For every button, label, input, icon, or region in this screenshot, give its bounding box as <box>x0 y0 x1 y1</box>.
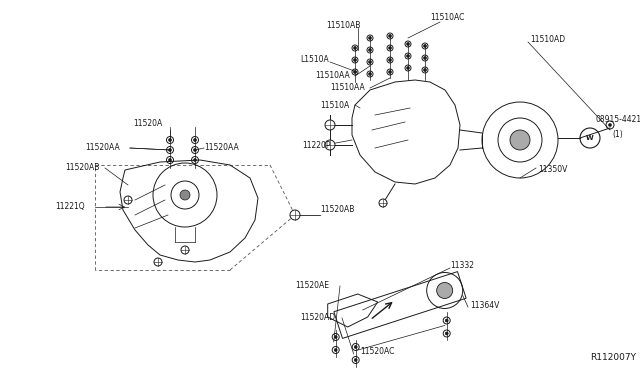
Text: R112007Y: R112007Y <box>590 353 636 362</box>
Circle shape <box>181 246 189 254</box>
Text: 11520AC: 11520AC <box>360 347 394 356</box>
Text: 11510AD: 11510AD <box>530 35 565 45</box>
Text: 11520AA: 11520AA <box>85 144 120 153</box>
Text: W: W <box>586 135 594 141</box>
Text: 11520AD: 11520AD <box>300 314 335 323</box>
Circle shape <box>406 67 410 70</box>
Circle shape <box>406 42 410 45</box>
Text: 11510AB: 11510AB <box>326 20 360 29</box>
Circle shape <box>406 55 410 58</box>
Circle shape <box>334 336 337 339</box>
Circle shape <box>168 148 172 151</box>
Circle shape <box>424 68 426 71</box>
Text: 08915-4421A: 08915-4421A <box>595 115 640 125</box>
Circle shape <box>354 359 357 362</box>
Circle shape <box>379 199 387 207</box>
Circle shape <box>369 61 371 64</box>
Circle shape <box>445 332 448 335</box>
Circle shape <box>193 158 196 161</box>
Circle shape <box>354 346 357 349</box>
Text: 11510A: 11510A <box>320 100 349 109</box>
Circle shape <box>510 130 530 150</box>
Circle shape <box>388 46 392 49</box>
Circle shape <box>353 58 356 61</box>
Circle shape <box>424 45 426 48</box>
Circle shape <box>193 138 196 141</box>
Text: 11332: 11332 <box>450 260 474 269</box>
Circle shape <box>325 120 335 130</box>
Circle shape <box>180 190 190 200</box>
Circle shape <box>388 58 392 61</box>
Text: 11364V: 11364V <box>470 301 499 310</box>
Circle shape <box>168 138 172 141</box>
Text: (1): (1) <box>612 131 623 140</box>
Text: 11520AA: 11520AA <box>204 144 239 153</box>
Circle shape <box>193 148 196 151</box>
Circle shape <box>388 71 392 74</box>
Text: 11221Q: 11221Q <box>55 202 84 212</box>
Circle shape <box>353 46 356 49</box>
Circle shape <box>388 35 392 38</box>
Circle shape <box>290 210 300 220</box>
Circle shape <box>154 258 162 266</box>
Circle shape <box>424 57 426 60</box>
Circle shape <box>609 124 611 126</box>
Text: 11510AC: 11510AC <box>430 13 465 22</box>
Circle shape <box>436 282 452 298</box>
Text: 11520A: 11520A <box>133 119 163 128</box>
Circle shape <box>353 71 356 74</box>
Circle shape <box>124 196 132 204</box>
Text: 11520AE: 11520AE <box>295 280 329 289</box>
Circle shape <box>369 48 371 51</box>
Circle shape <box>334 349 337 352</box>
Text: 11510AA: 11510AA <box>330 83 365 93</box>
Circle shape <box>168 158 172 161</box>
Text: 11220P: 11220P <box>302 141 330 150</box>
Text: 11510AA: 11510AA <box>315 71 349 80</box>
Text: L1510A: L1510A <box>300 55 329 64</box>
Text: 11350V: 11350V <box>538 166 568 174</box>
Text: 11520AB: 11520AB <box>320 205 355 215</box>
Circle shape <box>369 36 371 39</box>
Circle shape <box>445 319 448 322</box>
Text: 11520AB: 11520AB <box>65 164 99 173</box>
Circle shape <box>369 73 371 76</box>
Circle shape <box>325 140 335 150</box>
